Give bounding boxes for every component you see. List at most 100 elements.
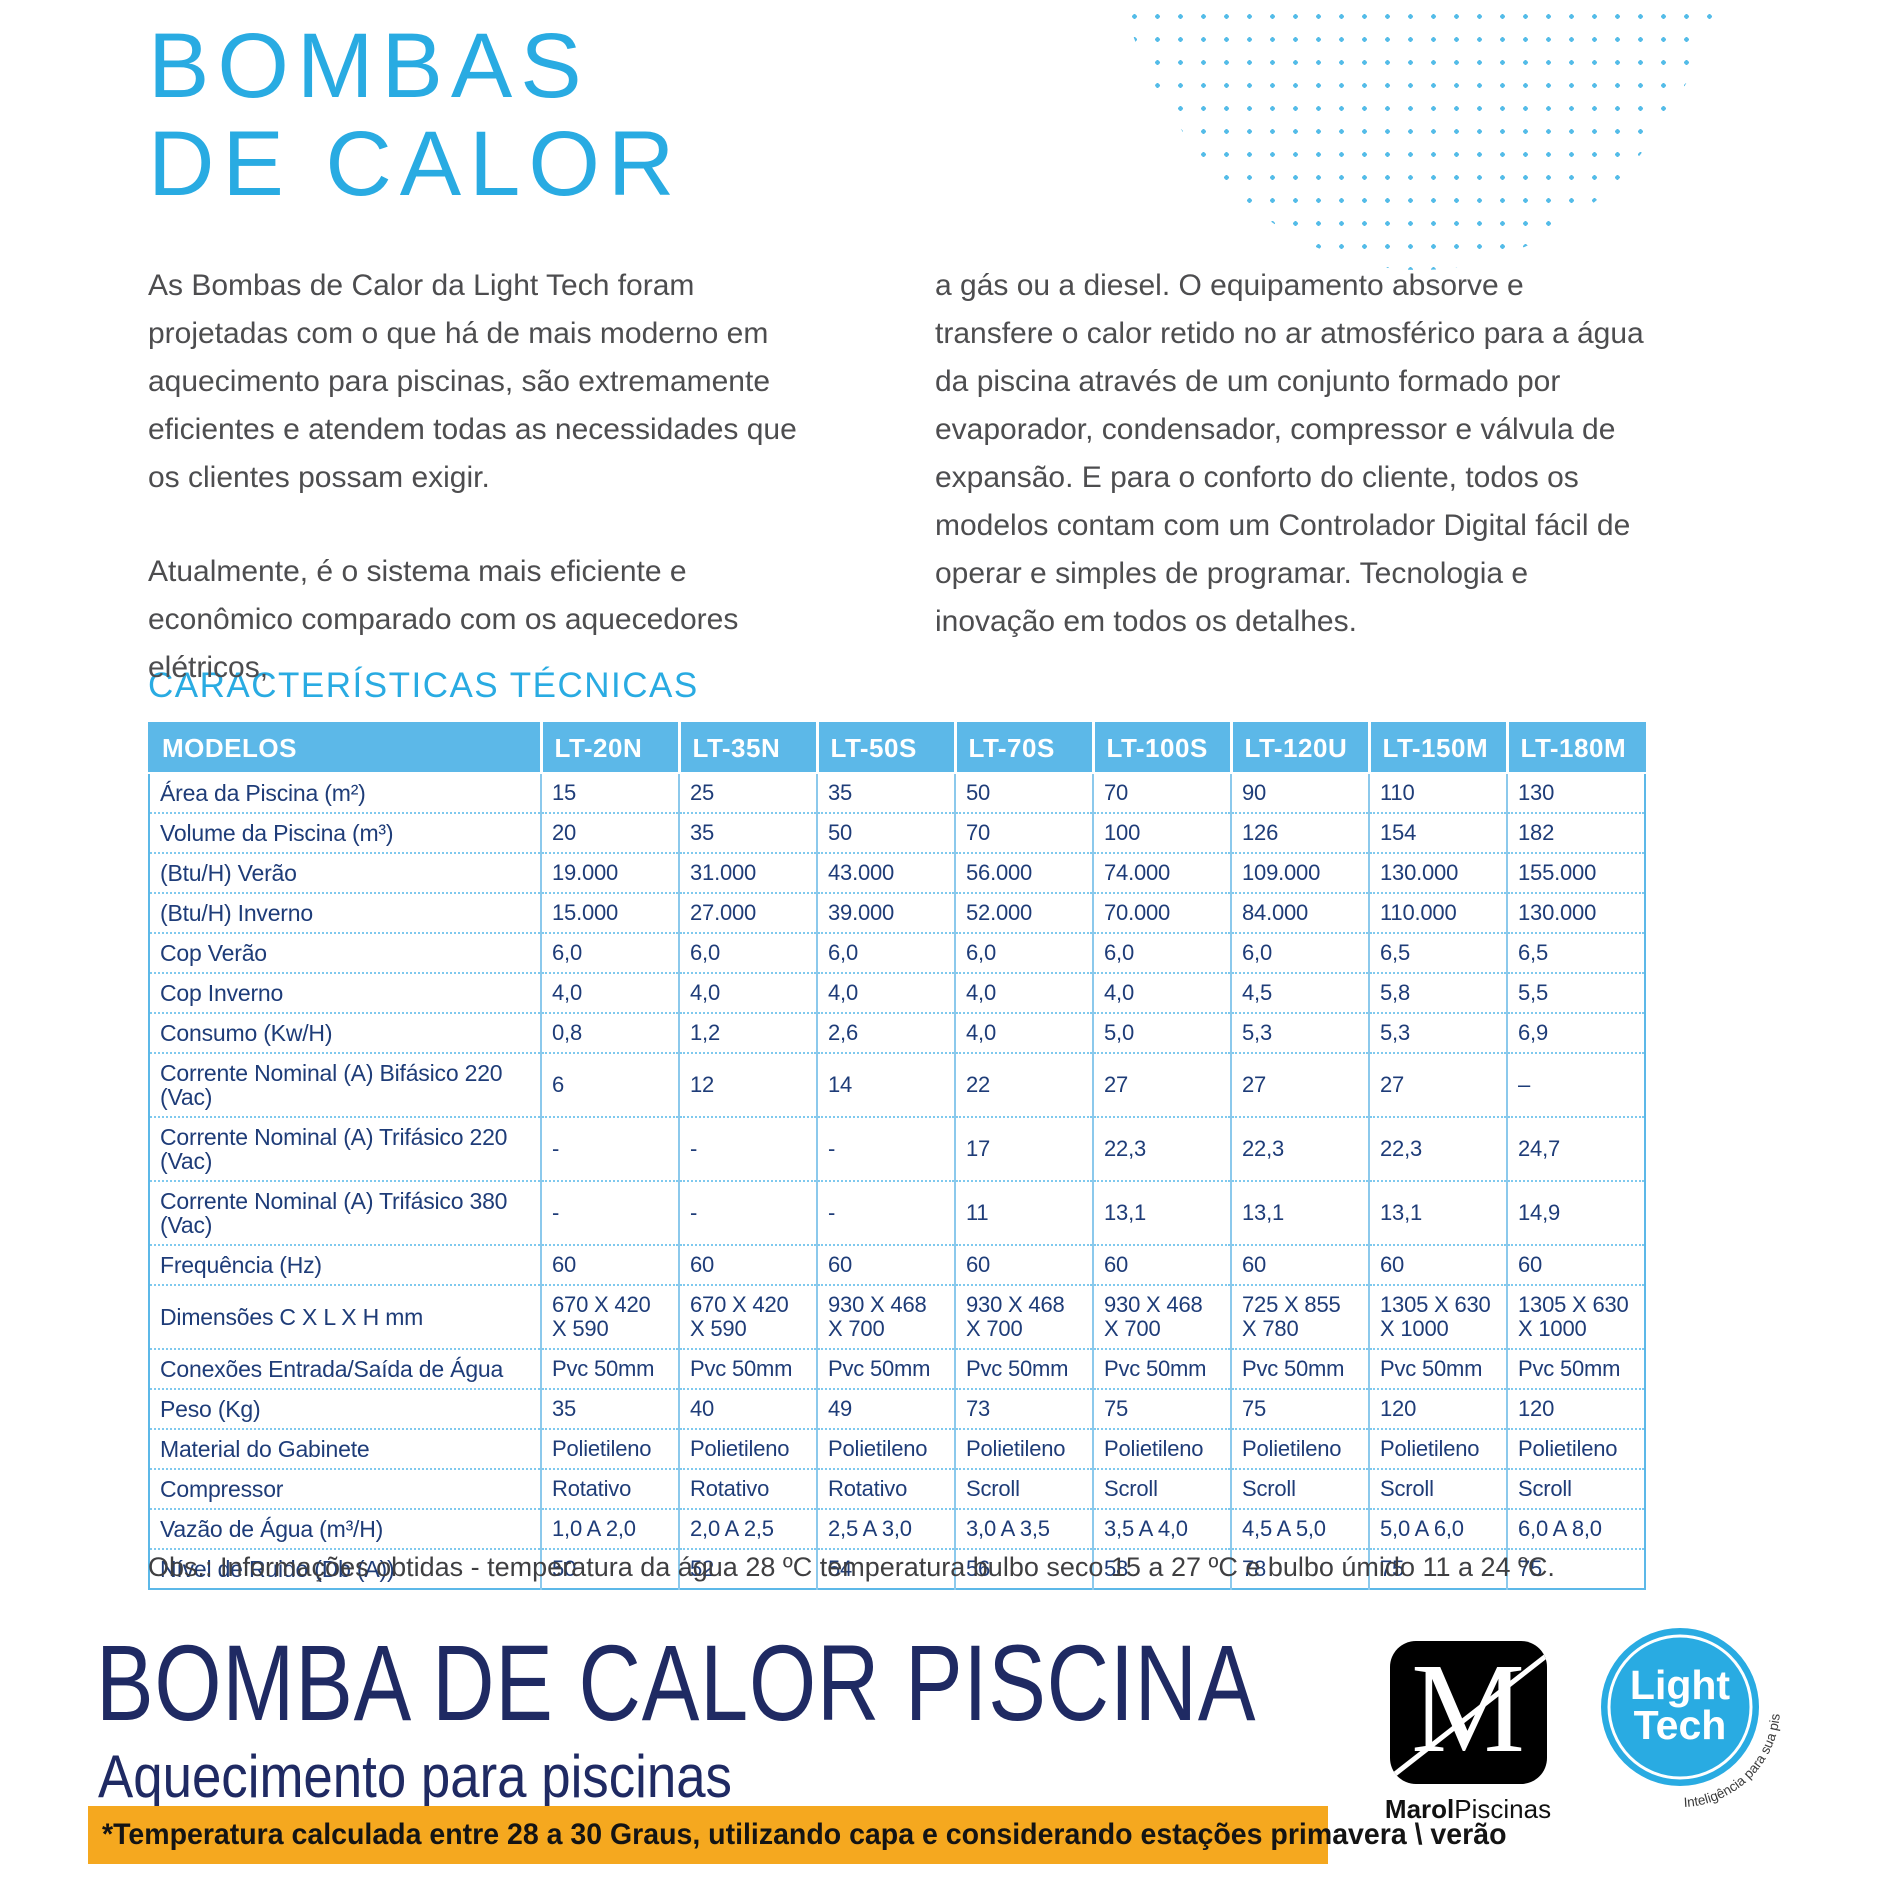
table-header-row: MODELOS LT-20N LT-35N LT-50S LT-70S LT-1… xyxy=(149,723,1645,774)
table-cell: 49 xyxy=(817,1389,956,1430)
table-cell: 4,0 xyxy=(1093,973,1232,1014)
table-row: Cop Inverno 4,0 4,0 4,0 4,0 4,0 4,5 5,8 5,5 xyxy=(149,973,1645,1014)
table-cell: 39.000 xyxy=(817,893,956,934)
table-row: Volume da Piscina (m³) 20 35 50 70 100 126 154 1… xyxy=(149,813,1645,854)
table-row: Conexões Entrada/Saída de Água Pvc 50mm Pv… xyxy=(149,1349,1645,1390)
table-cell: - xyxy=(817,1181,956,1246)
table-cell: 930 X 468 X 700 xyxy=(817,1285,956,1350)
table-cell: 27 xyxy=(1093,1053,1232,1118)
table-cell: Polietileno xyxy=(541,1429,680,1470)
table-cell: 22,3 xyxy=(1369,1117,1508,1182)
table-cell: 15 xyxy=(541,773,680,814)
table-cell: Pvc 50mm xyxy=(1231,1349,1370,1390)
column-header-lt50s: LT-50S xyxy=(817,723,957,774)
table-cell: – xyxy=(1507,1053,1645,1118)
row-label: Peso (Kg) xyxy=(149,1389,542,1430)
table-cell: Polietileno xyxy=(955,1429,1094,1470)
lighttech-text-line2: Tech xyxy=(1634,1702,1727,1748)
table-cell: 3,5 A 4,0 xyxy=(1093,1509,1232,1550)
table-cell: 1,2 xyxy=(679,1013,818,1054)
table-cell: 725 X 855 X 780 xyxy=(1231,1285,1370,1350)
table-cell: 52.000 xyxy=(955,893,1094,934)
page-title-line1: BOMBAS xyxy=(148,15,590,117)
table-cell: Polietileno xyxy=(679,1429,818,1470)
table-cell: 50 xyxy=(817,813,956,854)
table-cell: 90 xyxy=(1231,773,1370,814)
table-cell: 50 xyxy=(955,773,1094,814)
table-cell: 4,0 xyxy=(541,973,680,1014)
table-cell: 130 xyxy=(1507,773,1645,814)
table-cell: Rotativo xyxy=(541,1469,680,1510)
row-label: Vazão de Água (m³/H) xyxy=(149,1509,542,1550)
table-cell: 126 xyxy=(1231,813,1370,854)
table-cell: Pvc 50mm xyxy=(541,1349,680,1390)
table-cell: 17 xyxy=(955,1117,1094,1182)
table-cell: 50 xyxy=(541,1549,680,1589)
table-cell: 3,0 A 3,5 xyxy=(955,1509,1094,1550)
table-cell: 19.000 xyxy=(541,853,680,894)
table-cell: Pvc 50mm xyxy=(679,1349,818,1390)
table-cell: - xyxy=(679,1117,818,1182)
table-cell: 109.000 xyxy=(1231,853,1370,894)
table-cell: Pvc 50mm xyxy=(817,1349,956,1390)
table-cell: 13,1 xyxy=(1231,1181,1370,1246)
table-cell: 6 xyxy=(541,1053,680,1118)
table-cell: 930 X 468 X 700 xyxy=(955,1285,1094,1350)
footer-subheadline: Aquecimento para piscinas xyxy=(98,1743,732,1810)
table-row: Área da Piscina (m²) 15 25 35 50 70 90 110 130 xyxy=(149,773,1645,814)
table-cell: - xyxy=(541,1181,680,1246)
table-cell: 5,3 xyxy=(1369,1013,1508,1054)
table-row: Frequência (Hz) 60 60 60 60 60 60 60 60 xyxy=(149,1245,1645,1286)
table-cell: 120 xyxy=(1507,1389,1645,1430)
table-cell: 43.000 xyxy=(817,853,956,894)
table-cell: 60 xyxy=(1093,1245,1232,1286)
footer-headline: BOMBA DE CALOR PISCINA xyxy=(96,1622,1257,1743)
table-cell: 4,5 xyxy=(1231,973,1370,1014)
table-cell: Scroll xyxy=(1231,1469,1370,1510)
table-cell: 75 xyxy=(1093,1389,1232,1430)
table-row: Vazão de Água (m³/H) 1,0 A 2,0 2,0 A 2,5 2,… xyxy=(149,1509,1645,1550)
table-cell: 6,9 xyxy=(1507,1013,1645,1054)
table-cell: 54 xyxy=(817,1549,956,1589)
row-label: Cop Verão xyxy=(149,933,542,974)
table-cell: 73 xyxy=(955,1389,1094,1430)
column-header-modelos: MODELOS xyxy=(149,723,543,774)
table-cell: 12 xyxy=(679,1053,818,1118)
row-label: Conexões Entrada/Saída de Água xyxy=(149,1349,542,1390)
table-row: (Btu/H) Verão 19.000 31.000 43.000 56.000 74.… xyxy=(149,853,1645,894)
lighttech-text-line1: Light xyxy=(1630,1662,1731,1708)
table-cell: 25 xyxy=(679,773,818,814)
table-cell: 14,9 xyxy=(1507,1181,1645,1246)
table-row: Consumo (Kw/H) 0,8 1,2 2,6 4,0 5,0 5,3 5,3 6,9 xyxy=(149,1013,1645,1054)
column-header-lt120u: LT-120U xyxy=(1231,723,1371,774)
table-row: Nível de Ruido (Db (A)) 50 52 54 56 58 78 75 75 xyxy=(149,1549,1645,1589)
table-cell: 130.000 xyxy=(1369,853,1508,894)
table-cell: 4,0 xyxy=(955,973,1094,1014)
table-cell: 6,0 xyxy=(1093,933,1232,974)
page-title-line2: DE CALOR xyxy=(148,112,683,215)
table-cell: Pvc 50mm xyxy=(1507,1349,1645,1390)
table-cell: 100 xyxy=(1093,813,1232,854)
table-cell: 22 xyxy=(955,1053,1094,1118)
table-cell: Scroll xyxy=(955,1469,1094,1510)
table-cell: 110 xyxy=(1369,773,1508,814)
marol-caption-bold: Marol xyxy=(1384,1794,1455,1824)
table-cell: 6,0 xyxy=(955,933,1094,974)
dot-pattern-decoration xyxy=(1100,0,1740,270)
table-cell: 130.000 xyxy=(1507,893,1645,934)
row-label: (Btu/H) Inverno xyxy=(149,893,542,934)
table-cell: 6,5 xyxy=(1507,933,1645,974)
table-cell: Rotativo xyxy=(817,1469,956,1510)
table-row: Compressor Rotativo Rotativo Rotativo Scroll… xyxy=(149,1469,1645,1510)
table-cell: 70.000 xyxy=(1093,893,1232,934)
table-cell: 58 xyxy=(1093,1549,1232,1589)
table-cell: 75 xyxy=(1369,1549,1508,1589)
marol-caption: MarolPiscinas xyxy=(1383,1794,1553,1825)
table-cell: Pvc 50mm xyxy=(1369,1349,1508,1390)
table-cell: 60 xyxy=(679,1245,818,1286)
table-cell: 4,0 xyxy=(817,973,956,1014)
table-cell: 60 xyxy=(955,1245,1094,1286)
table-cell: 60 xyxy=(1369,1245,1508,1286)
marol-monogram-letter: M xyxy=(1411,1641,1525,1779)
table-cell: 60 xyxy=(1231,1245,1370,1286)
